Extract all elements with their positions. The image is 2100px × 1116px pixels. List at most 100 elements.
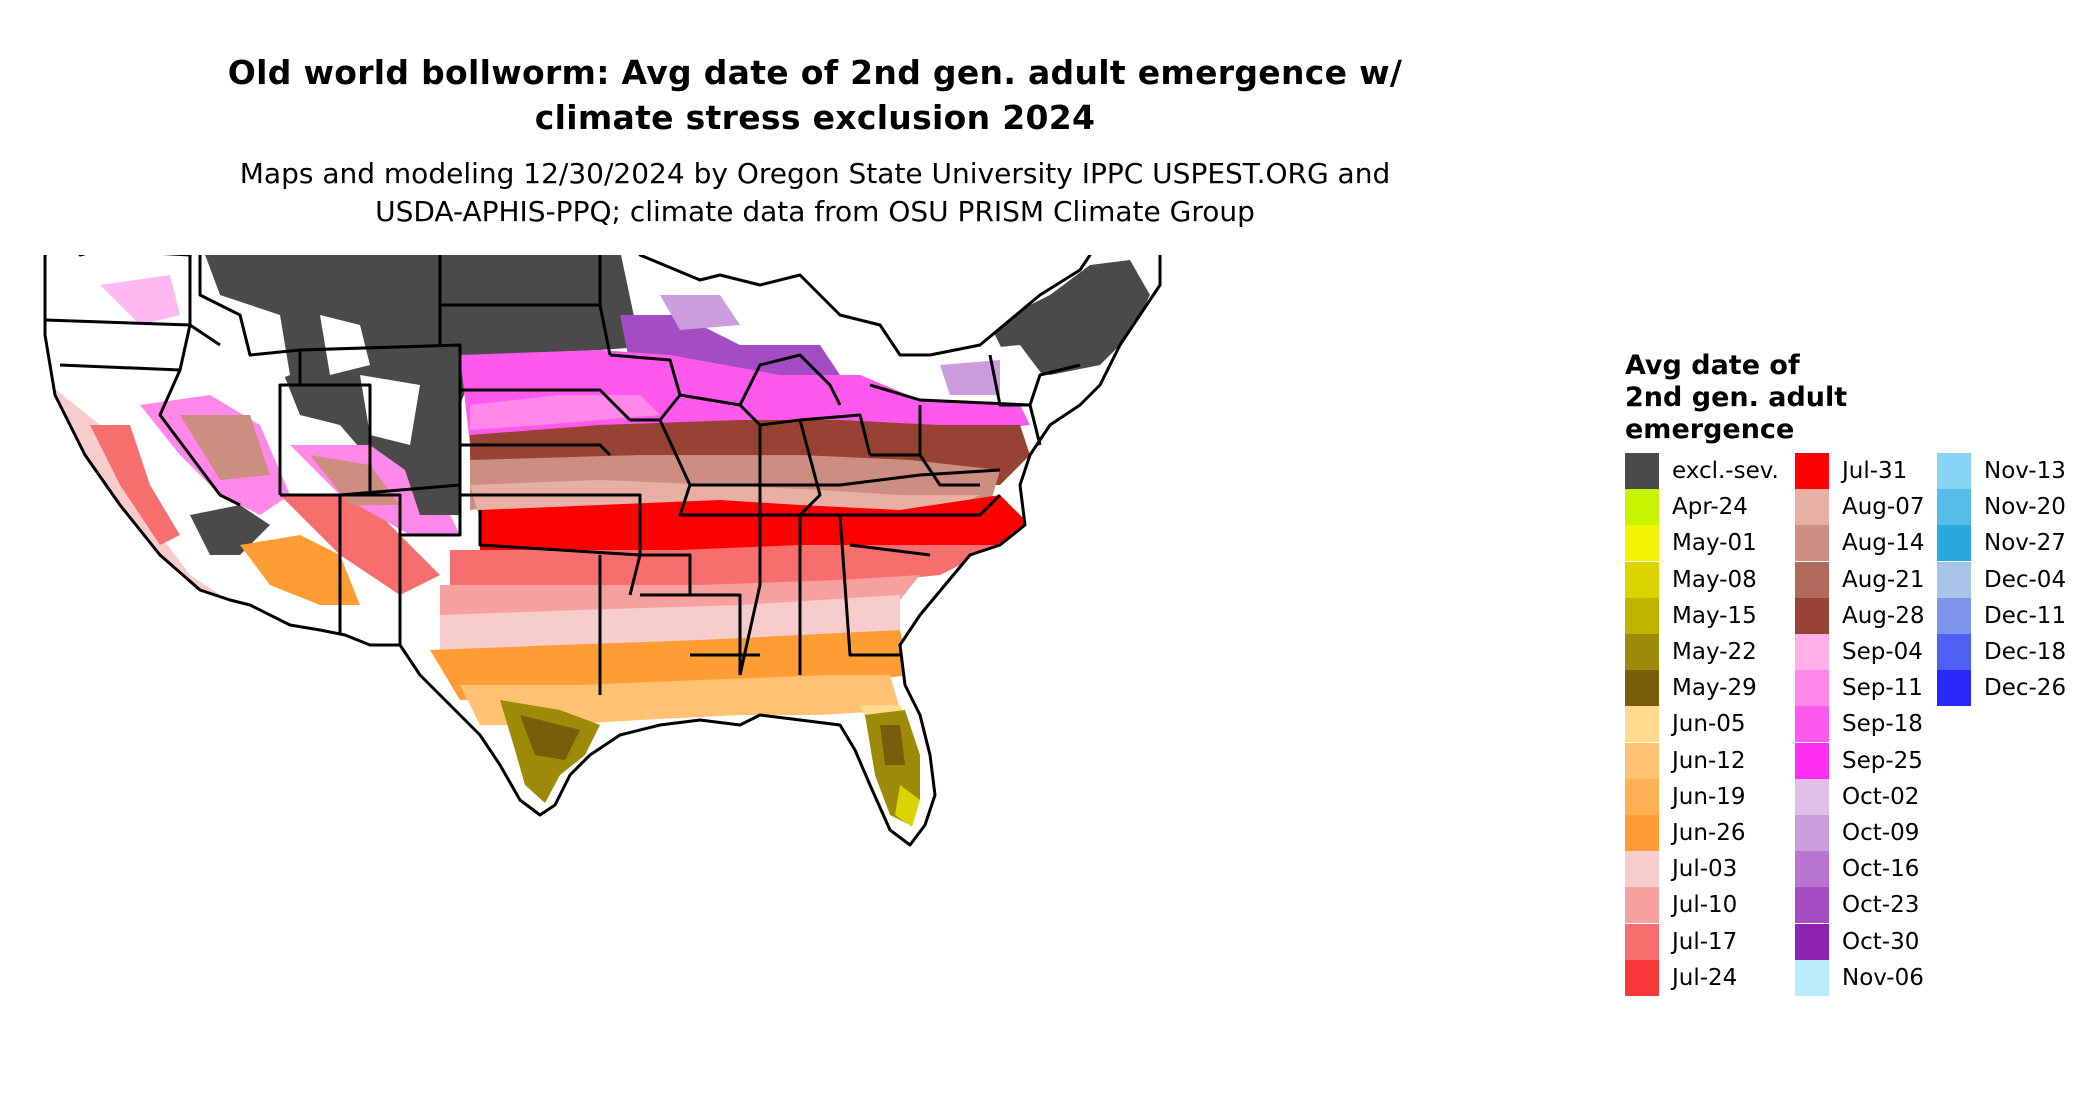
legend-title-line-2: 2nd gen. adult xyxy=(1625,382,1848,413)
legend-label: Oct-16 xyxy=(1842,856,1920,883)
legend-item: Aug-14 xyxy=(1795,525,1945,562)
legend-item: Oct-02 xyxy=(1795,778,1945,815)
legend-item: Oct-30 xyxy=(1795,923,1945,960)
legend-label: Aug-28 xyxy=(1842,602,1925,629)
legend-swatch xyxy=(1625,489,1659,526)
state-borders xyxy=(43,255,1162,847)
legend-title: Avg date of 2nd gen. adult emergence xyxy=(1625,350,1847,446)
legend-label: May-15 xyxy=(1672,602,1757,629)
legend-swatch xyxy=(1625,525,1659,562)
legend-label: Jun-12 xyxy=(1672,747,1746,774)
legend-label: Nov-20 xyxy=(1984,494,2066,521)
legend-item: Jul-17 xyxy=(1625,923,1775,960)
legend-label: May-08 xyxy=(1672,566,1757,593)
legend-label: Aug-21 xyxy=(1842,566,1925,593)
legend: excl.-sev. Apr-24 May-01 May-08 May-15 May-22… xyxy=(1625,453,2085,1013)
map-title-line-2: climate stress exclusion 2024 xyxy=(534,98,1096,137)
legend-swatch xyxy=(1937,597,1971,634)
legend-item: Jul-24 xyxy=(1625,959,1775,996)
legend-label: Dec-26 xyxy=(1984,675,2067,702)
legend-swatch xyxy=(1625,851,1659,888)
legend-swatch xyxy=(1625,561,1659,598)
legend-item: May-22 xyxy=(1625,634,1775,670)
legend-item: Nov-13 xyxy=(1937,453,2087,489)
legend-item: Nov-06 xyxy=(1795,959,1945,996)
legend-item: Jun-19 xyxy=(1625,778,1775,815)
legend-label: Apr-24 xyxy=(1672,494,1748,521)
legend-swatch xyxy=(1937,670,1971,707)
legend-item: Aug-21 xyxy=(1795,561,1945,598)
legend-swatch xyxy=(1937,489,1971,526)
legend-swatch xyxy=(1625,923,1659,960)
legend-item: Dec-04 xyxy=(1937,561,2087,598)
legend-item: Oct-23 xyxy=(1795,887,1945,924)
legend-swatch xyxy=(1625,887,1659,924)
map-subtitle-line-1: Maps and modeling 12/30/2024 by Oregon S… xyxy=(239,157,1391,190)
legend-item: Aug-07 xyxy=(1795,489,1945,526)
legend-label: Nov-27 xyxy=(1984,530,2066,557)
legend-swatch xyxy=(1795,597,1829,634)
legend-label: Sep-25 xyxy=(1842,747,1923,774)
legend-item: May-01 xyxy=(1625,525,1775,562)
legend-item: Sep-04 xyxy=(1795,634,1945,670)
legend-label: May-01 xyxy=(1672,530,1757,557)
legend-swatch xyxy=(1625,742,1659,779)
legend-item: Sep-25 xyxy=(1795,742,1945,779)
legend-title-line-1: Avg date of xyxy=(1625,350,1800,381)
legend-swatch xyxy=(1795,525,1829,562)
legend-label: Jul-03 xyxy=(1672,856,1738,883)
legend-item: May-15 xyxy=(1625,597,1775,634)
legend-swatch xyxy=(1625,453,1659,489)
legend-item: Dec-18 xyxy=(1937,634,2087,670)
legend-label: Jul-24 xyxy=(1672,964,1738,991)
legend-swatch xyxy=(1795,742,1829,779)
legend-label: Jul-10 xyxy=(1672,892,1738,919)
legend-label: Dec-18 xyxy=(1984,639,2067,665)
legend-swatch xyxy=(1795,706,1829,743)
legend-item: Oct-16 xyxy=(1795,851,1945,888)
legend-swatch xyxy=(1795,489,1829,526)
legend-label: Jun-05 xyxy=(1672,711,1746,738)
legend-label: Aug-14 xyxy=(1842,530,1925,557)
legend-item: Oct-09 xyxy=(1795,815,1945,851)
legend-swatch xyxy=(1625,634,1659,670)
map-title-line-1: Old world bollworm: Avg date of 2nd gen.… xyxy=(227,53,1403,92)
legend-label: Sep-18 xyxy=(1842,711,1923,738)
legend-label: Jun-26 xyxy=(1672,820,1746,846)
legend-label: Nov-06 xyxy=(1842,964,1924,991)
legend-swatch xyxy=(1795,815,1829,851)
legend-label: Jul-31 xyxy=(1842,458,1908,484)
legend-label: Oct-02 xyxy=(1842,783,1920,810)
legend-swatch xyxy=(1795,670,1829,707)
legend-title-line-3: emergence xyxy=(1625,414,1795,445)
legend-swatch xyxy=(1625,778,1659,815)
legend-label: Sep-04 xyxy=(1842,639,1923,665)
legend-swatch xyxy=(1937,634,1971,670)
legend-swatch xyxy=(1795,453,1829,489)
legend-item: Nov-20 xyxy=(1937,489,2087,526)
legend-swatch xyxy=(1795,923,1829,960)
legend-item: May-29 xyxy=(1625,670,1775,707)
legend-swatch xyxy=(1937,453,1971,489)
legend-label: May-22 xyxy=(1672,639,1757,665)
map-subtitle-line-2: USDA-APHIS-PPQ; climate data from OSU PR… xyxy=(375,195,1255,228)
legend-item: Aug-28 xyxy=(1795,597,1945,634)
legend-swatch xyxy=(1625,670,1659,707)
legend-label: excl.-sev. xyxy=(1672,458,1779,484)
legend-label: Jul-17 xyxy=(1672,928,1738,955)
legend-swatch xyxy=(1795,634,1829,670)
legend-label: Oct-30 xyxy=(1842,928,1920,955)
legend-item: May-08 xyxy=(1625,561,1775,598)
legend-swatch xyxy=(1795,959,1829,996)
legend-swatch xyxy=(1795,887,1829,924)
legend-item: Jul-31 xyxy=(1795,453,1945,489)
legend-label: Dec-04 xyxy=(1984,566,2067,593)
legend-item: Dec-11 xyxy=(1937,597,2087,634)
legend-item: Sep-18 xyxy=(1795,706,1945,743)
legend-swatch xyxy=(1625,706,1659,743)
legend-item: excl.-sev. xyxy=(1625,453,1779,489)
legend-label: Oct-23 xyxy=(1842,892,1920,919)
legend-item: Dec-26 xyxy=(1937,670,2087,707)
legend-label: Nov-13 xyxy=(1984,458,2066,484)
legend-item: Jun-05 xyxy=(1625,706,1775,743)
